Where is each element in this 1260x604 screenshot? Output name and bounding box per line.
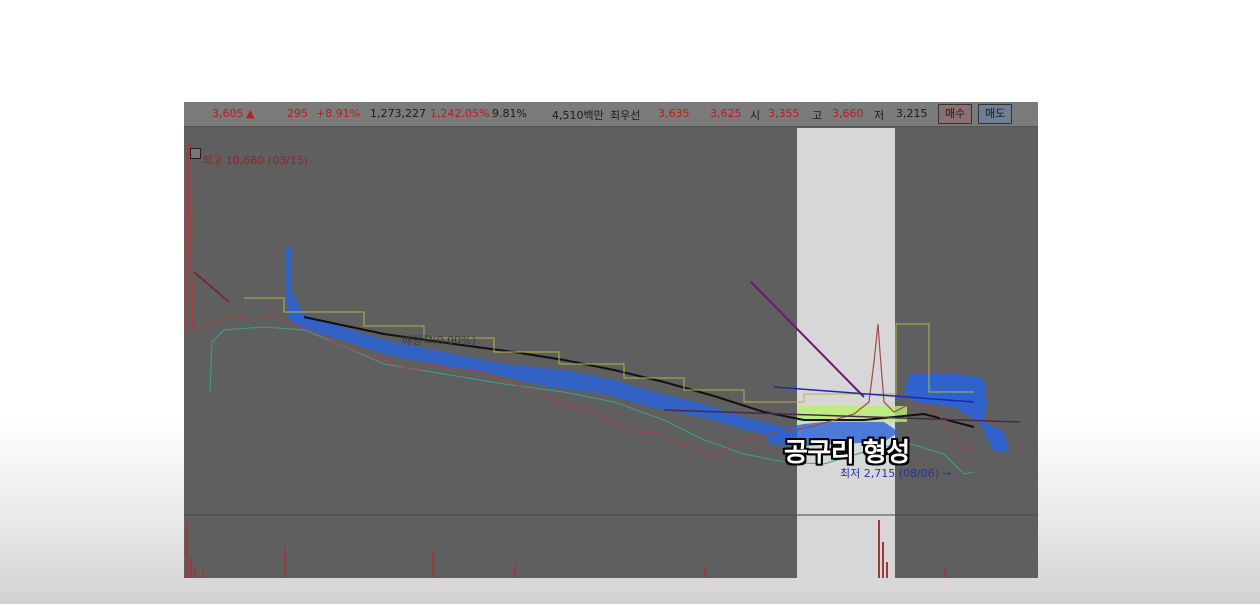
highlight-region (797, 128, 895, 578)
sell-button[interactable]: 매도 (978, 104, 1013, 124)
ask-price: 3,635 (658, 107, 690, 120)
lower-band (209, 326, 975, 475)
support-line (663, 409, 1021, 423)
volume-ratio: 1,242.05% (430, 107, 490, 120)
trade-amount: 4,510백만 (552, 109, 604, 122)
video-caption: 공구리 형성 (784, 438, 910, 468)
price-chart (184, 141, 1038, 578)
current-price: 3,605 (212, 107, 244, 120)
open-value: 3,355 (768, 107, 800, 120)
annotation-arrow-line (750, 281, 865, 398)
up-triangle-icon: ▲ (246, 107, 255, 120)
high-value: 3,660 (832, 107, 864, 120)
high-marker-icon (190, 148, 201, 159)
high-label: 고 (812, 109, 823, 122)
cloud-band-right (904, 374, 1009, 452)
low-value: 3,215 (896, 107, 928, 120)
bid-price: 3,625 (710, 107, 742, 120)
trend-line-early (193, 271, 230, 303)
open-label: 시 (750, 109, 761, 122)
quote-bar: 3,605 ▲ 295 +8.91% 1,273,227 1,242.05% 9… (184, 102, 1038, 127)
low-label: 저 (874, 109, 885, 122)
price-line (195, 313, 975, 458)
moving-average-line (303, 316, 975, 428)
cloud-band-mid (764, 420, 899, 447)
volume: 1,273,227 (370, 107, 426, 120)
resistance-line (773, 386, 975, 403)
dividend-label: 배당락(0.00%) (402, 334, 476, 347)
best-quote-label: 최우선 (610, 109, 641, 122)
early-spike (185, 141, 197, 333)
envelope-line (244, 297, 974, 403)
turnover-rate: 9.81% (492, 107, 527, 120)
volume-bars (186, 520, 946, 578)
buy-button[interactable]: 매수 (938, 104, 973, 124)
cloud-band-left (286, 247, 794, 438)
low-marker-label: 최저 2,715 (08/06) → (840, 467, 952, 480)
stock-chart-window: 3,605 ▲ 295 +8.91% 1,273,227 1,242.05% 9… (184, 102, 1038, 578)
high-marker-label: 최고 10,660 (03/15) (202, 154, 309, 167)
price-change: 295 (287, 107, 308, 120)
price-change-pct: +8.91% (316, 107, 361, 120)
